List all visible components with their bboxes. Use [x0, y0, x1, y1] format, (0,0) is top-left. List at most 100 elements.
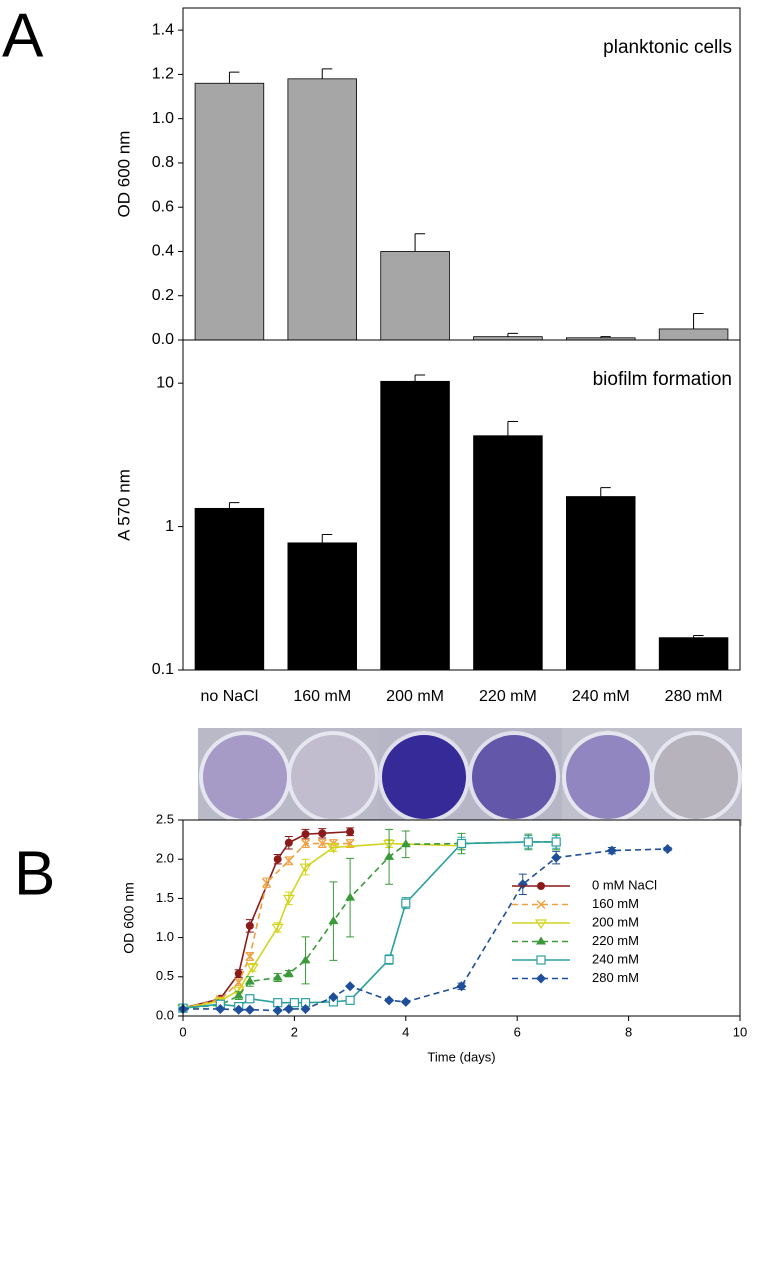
bar — [566, 496, 636, 671]
marker — [262, 878, 272, 888]
marker — [606, 845, 617, 856]
bar — [380, 251, 450, 341]
y-tick-label: 2.0 — [156, 851, 174, 866]
y-tick-label: 0.4 — [152, 243, 174, 260]
marker — [272, 1005, 283, 1016]
legend-label: 220 mM — [592, 933, 639, 948]
marker — [284, 838, 293, 847]
marker — [299, 863, 312, 874]
marker — [234, 969, 243, 978]
x-tick-label: no NaCl — [201, 688, 259, 705]
error-bar — [321, 68, 333, 79]
marker — [300, 1003, 311, 1014]
y-tick-label: 1.0 — [152, 110, 174, 127]
x-tick-label: 160 mM — [293, 688, 351, 705]
y-tick-label: 10 — [156, 374, 174, 391]
x-tick-label: 280 mM — [665, 688, 723, 705]
well — [287, 731, 379, 823]
bar — [658, 328, 729, 341]
y-tick-label: 1.4 — [152, 21, 174, 38]
marker — [523, 837, 533, 847]
error-bar — [414, 233, 426, 252]
legend-label: 240 mM — [592, 951, 639, 966]
marker — [244, 976, 255, 985]
annotation: biofilm formation — [593, 369, 732, 390]
marker — [401, 898, 411, 908]
error-bar — [507, 421, 518, 436]
y-axis-label: OD 600 nm — [121, 882, 137, 954]
marker — [456, 981, 467, 992]
bar — [287, 542, 357, 671]
marker — [271, 923, 284, 934]
well-photos — [198, 728, 742, 826]
marker — [456, 838, 467, 849]
marker — [245, 921, 254, 930]
marker — [327, 843, 340, 854]
y-axis-label: OD 600 nm — [114, 131, 133, 218]
x-tick-label: 8 — [625, 1024, 632, 1039]
well — [199, 731, 291, 823]
marker — [384, 954, 394, 965]
marker — [384, 995, 395, 1006]
marker — [245, 951, 255, 961]
annotation: planktonic cells — [603, 37, 732, 58]
x-tick-label: 4 — [402, 1024, 409, 1039]
marker — [283, 1003, 294, 1014]
y-tick-label: 0.5 — [156, 968, 174, 983]
marker — [273, 998, 283, 1008]
bar — [287, 78, 357, 341]
x-tick-label: 2 — [291, 1024, 298, 1039]
y-tick-label: 0.0 — [156, 1007, 174, 1022]
marker — [301, 838, 311, 849]
legend-label: 280 mM — [592, 970, 639, 985]
bar — [194, 82, 265, 341]
error-bar — [600, 487, 611, 497]
y-tick-label: 0.0 — [152, 331, 174, 348]
error-bar — [414, 374, 426, 382]
marker — [662, 844, 673, 855]
legend-marker — [536, 955, 546, 965]
y-tick-label: 1.5 — [156, 890, 174, 905]
plot-frame — [182, 819, 741, 1017]
plot-frame — [182, 339, 741, 671]
marker — [282, 894, 295, 905]
x-tick-label: 0 — [179, 1024, 186, 1039]
x-tick-label: 220 mM — [479, 688, 537, 705]
legend-marker — [536, 936, 546, 945]
bar — [658, 637, 729, 671]
legend-label: 200 mM — [592, 914, 639, 929]
well — [378, 731, 470, 823]
marker — [233, 990, 244, 999]
legend-marker — [536, 899, 546, 910]
panel-label: A — [2, 1, 44, 70]
marker — [301, 830, 310, 839]
legend-marker — [534, 919, 548, 930]
x-axis-label: Time (days) — [427, 1049, 495, 1064]
marker — [551, 837, 561, 847]
x-tick-label: 240 mM — [572, 688, 630, 705]
marker — [328, 992, 339, 1003]
marker — [233, 1004, 244, 1015]
error-bar — [228, 71, 240, 84]
legend-marker — [536, 973, 546, 984]
marker — [328, 916, 339, 925]
y-axis-label: A 570 nm — [114, 469, 133, 541]
x-tick-label: 10 — [733, 1024, 747, 1039]
y-tick-label: 0.1 — [152, 661, 174, 678]
legend-label: 160 mM — [592, 896, 639, 911]
marker — [345, 892, 356, 901]
marker — [272, 972, 283, 981]
y-tick-label: 0.2 — [152, 287, 174, 304]
x-tick-label: 200 mM — [386, 688, 444, 705]
legend-marker — [537, 882, 545, 890]
marker — [384, 851, 395, 860]
well — [468, 731, 560, 823]
marker — [400, 839, 411, 848]
marker — [284, 856, 294, 866]
marker — [318, 829, 327, 838]
marker — [346, 827, 355, 836]
error-bar — [321, 534, 333, 543]
x-tick-label: 6 — [514, 1024, 521, 1039]
marker — [551, 852, 562, 863]
marker — [283, 968, 294, 977]
